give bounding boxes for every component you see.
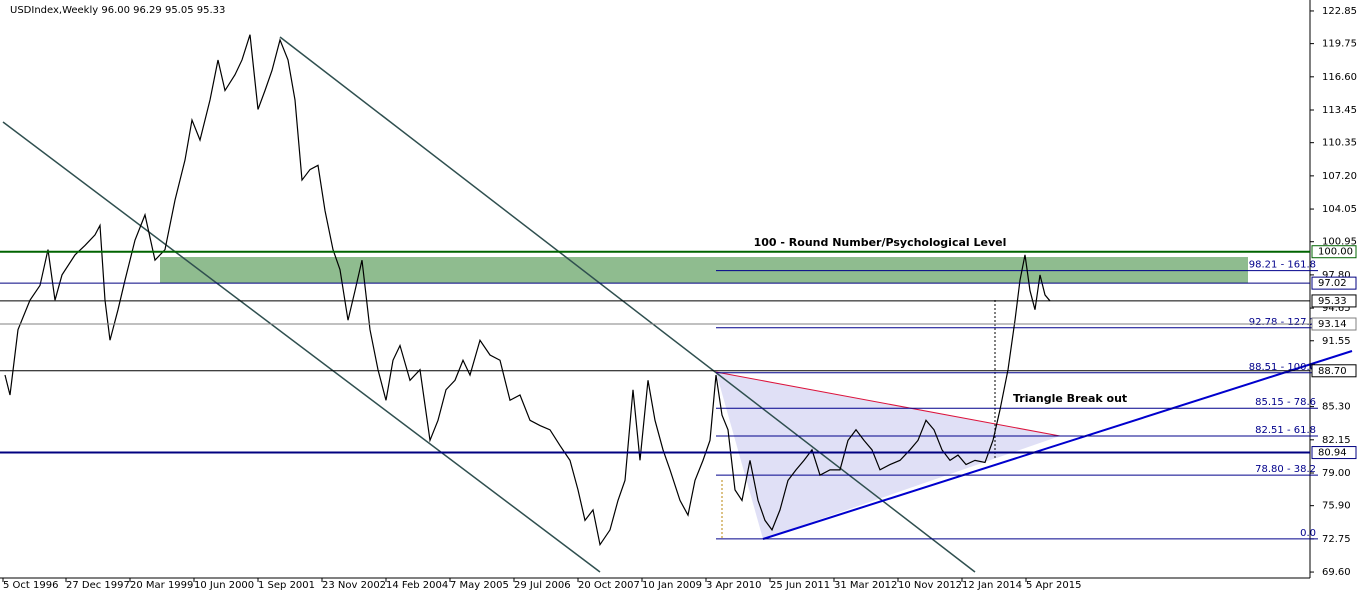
level-box: [1311, 364, 1357, 378]
y-tick-label: 119.75: [1322, 39, 1357, 50]
y-tick-label: 94.65: [1322, 303, 1351, 314]
fib-label: 85.15 - 78.6: [1255, 397, 1316, 408]
level-label: 100.00: [1318, 247, 1353, 258]
y-tick-label: 113.45: [1322, 105, 1357, 116]
y-tick-label: 122.85: [1322, 6, 1357, 17]
x-tick-label: 10 Jun 2000: [194, 580, 254, 591]
y-tick-label: 110.35: [1322, 138, 1357, 149]
level-label: 97.02: [1318, 278, 1347, 289]
annotation: Triangle Break out: [1013, 392, 1127, 405]
y-tick-label: 116.60: [1322, 72, 1357, 83]
y-tick-label: 72.75: [1322, 534, 1351, 545]
chart-header: USDIndex,Weekly 96.00 96.29 95.05 95.33: [10, 5, 225, 16]
y-tick-label: 85.30: [1322, 402, 1351, 413]
fib-label: 98.21 - 161.8: [1249, 260, 1316, 271]
y-tick-label: 100.95: [1322, 237, 1357, 248]
x-tick-label: 14 Feb 2004: [386, 580, 448, 591]
x-tick-label: 5 Oct 1996: [3, 580, 58, 591]
x-tick-label: 3 Apr 2010: [706, 580, 761, 591]
y-tick-label: 107.20: [1322, 171, 1357, 182]
level-label: 95.33: [1318, 296, 1347, 307]
y-tick-label: 97.80: [1322, 270, 1351, 281]
y-tick-label: 104.05: [1322, 204, 1357, 215]
fib-label: 78.80 - 38.2: [1255, 464, 1316, 475]
y-tick-label: 79.00: [1322, 468, 1351, 479]
x-tick-label: 20 Mar 1999: [130, 580, 193, 591]
trend-line: [762, 350, 1353, 540]
annotation: 100 - Round Number/Psychological Level: [754, 236, 1007, 249]
channel-line: [279, 36, 976, 573]
y-tick-label: 82.15: [1322, 435, 1351, 446]
fib-label: 82.51 - 61.8: [1255, 425, 1316, 436]
x-tick-label: 1 Sep 2001: [258, 580, 315, 591]
triangle-top: [715, 371, 1061, 437]
x-tick-label: 10 Nov 2012: [898, 580, 962, 591]
y-tick-label: 75.90: [1322, 501, 1351, 512]
level-box: [1311, 245, 1357, 259]
channel-line: [2, 121, 601, 573]
fib-label: 88.51 - 100.0: [1249, 362, 1316, 373]
x-tick-label: 20 Oct 2007: [578, 580, 640, 591]
x-tick-label: 23 Nov 2002: [322, 580, 386, 591]
x-tick-label: 7 May 2005: [450, 580, 509, 591]
level-label: 80.94: [1318, 448, 1347, 459]
fib-label: 0.0: [1300, 528, 1316, 539]
level-label: 88.70: [1318, 366, 1347, 377]
x-tick-label: 29 Jul 2006: [514, 580, 571, 591]
level-box: [1311, 446, 1357, 460]
triangle: [716, 372, 1060, 539]
x-tick-label: 10 Jan 2009: [642, 580, 702, 591]
level-box: [1311, 294, 1357, 308]
price-line: [4, 34, 1051, 547]
zone: [160, 257, 1248, 283]
level-box: [1311, 276, 1357, 290]
y-tick-label: 91.55: [1322, 336, 1351, 347]
fib-label: 92.78 - 127.2: [1249, 317, 1316, 328]
x-tick-label: 5 Apr 2015: [1026, 580, 1081, 591]
x-tick-label: 25 Jun 2011: [770, 580, 830, 591]
y-tick-label: 69.60: [1322, 567, 1351, 578]
x-tick-label: 12 Jan 2014: [962, 580, 1022, 591]
x-tick-label: 31 Mar 2012: [834, 580, 897, 591]
level-box: [1311, 317, 1357, 331]
level-label: 93.14: [1318, 319, 1347, 330]
x-tick-label: 27 Dec 1997: [66, 580, 130, 591]
